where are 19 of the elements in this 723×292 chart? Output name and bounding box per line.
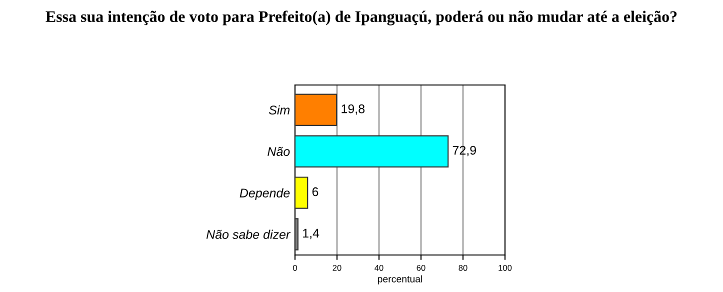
data-label: 19,8 bbox=[342, 104, 365, 115]
data-label: 6 bbox=[312, 187, 318, 196]
chart-title: Essa sua intenção de voto para Prefeito(a) de Ipanguaçú, poderá ou não mudar até a eleição? bbox=[46, 10, 677, 26]
y-tick-label: Sim bbox=[268, 105, 290, 115]
data-label: 1,4 bbox=[303, 228, 320, 240]
y-tick-label: Não sabe dizer bbox=[206, 230, 291, 239]
x-tick-label: 80 bbox=[458, 264, 468, 271]
bar bbox=[295, 135, 449, 168]
x-tick-label: 60 bbox=[416, 264, 426, 271]
x-tick-label: 40 bbox=[374, 264, 384, 271]
bar bbox=[295, 218, 298, 250]
x-tick-label: 0 bbox=[293, 264, 297, 271]
x-axis-title: percentual bbox=[378, 275, 422, 284]
x-tick-label: 20 bbox=[332, 264, 342, 271]
bar bbox=[295, 94, 338, 126]
y-tick-label: Não bbox=[268, 146, 290, 156]
bar bbox=[295, 176, 308, 209]
y-tick-label: Depende bbox=[240, 188, 290, 200]
x-tick-label: 100 bbox=[498, 264, 512, 271]
